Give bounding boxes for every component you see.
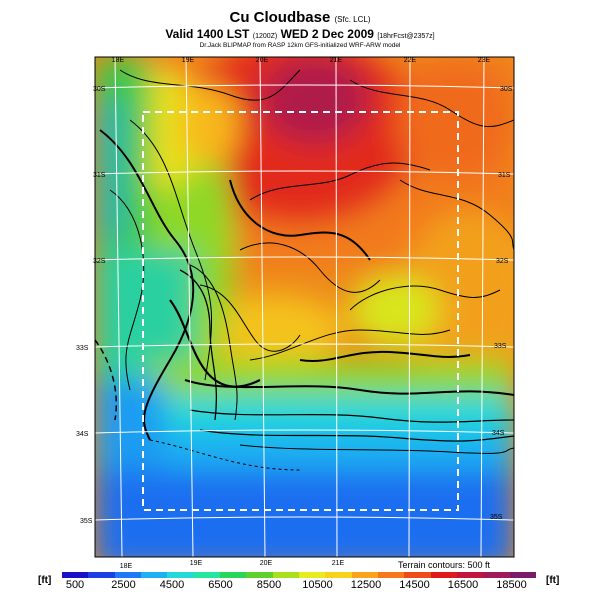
lon-label-top: 22E [404, 57, 417, 64]
colorbar-swatch [272, 572, 299, 578]
colorbar-ticks: 500 2500 4500 6500 8500 10500 12500 14500 16500 1… [0, 579, 600, 593]
lat-label-right: 31S [498, 172, 511, 179]
title-text: Cu Cloudbase [229, 9, 331, 26]
lon-label-top: 20E [256, 57, 269, 64]
colorbar-tick-label: 14500 [399, 579, 430, 591]
colorbar-unit-left: [ft] [38, 575, 52, 586]
colorbar-tick-label: 500 [65, 579, 85, 591]
colorbar-swatch [325, 572, 352, 578]
colorbar-swatch [62, 572, 89, 578]
valid-time-line: Valid 1400 LST (1200Z) WED 2 Dec 2009 [1… [0, 27, 600, 41]
lat-label-right: 34S [492, 430, 505, 437]
lat-label-right: 32S [496, 258, 509, 265]
map-frame [94, 56, 515, 558]
colorbar-swatch [351, 572, 378, 578]
colorbar-swatch [377, 572, 405, 578]
lon-label-top: 21E [330, 57, 343, 64]
lat-label-right: 33S [494, 343, 507, 350]
terrain-contour-note: Terrain contours: 500 ft [398, 560, 491, 570]
color-field [95, 57, 514, 557]
lat-label-left: 32S [93, 258, 106, 265]
title-note: (Sfc. LCL) [334, 15, 371, 24]
inner-domain-box [142, 111, 459, 511]
colorbar-tick-label: 2500 [111, 579, 136, 591]
colorbar-swatch [298, 572, 326, 578]
lat-label-left: 30S [93, 86, 106, 93]
colorbar-tick-label: 10500 [302, 579, 333, 591]
colorbar-swatch [167, 572, 194, 578]
lat-label-left: 34S [76, 431, 89, 438]
colorbar-tick-label: 18500 [496, 579, 527, 591]
colorbar [62, 572, 536, 578]
colorbar-unit-right: [ft] [546, 575, 560, 586]
lat-label-left: 33S [76, 345, 89, 352]
colorbar-swatch [404, 572, 431, 578]
lon-label-top: 23E [478, 57, 491, 64]
colorbar-swatch [509, 572, 536, 578]
credit-line: Dr.Jack BLIPMAP from RASP 12km GFS-initi… [199, 42, 401, 49]
valid-code: (1200Z) [252, 33, 278, 40]
colorbar-swatch [456, 572, 484, 578]
colorbar-swatch [140, 572, 168, 578]
lon-label-bottom: 20E [260, 560, 273, 567]
lon-label-bottom: 18E [120, 563, 133, 570]
colorbar-swatch [114, 572, 141, 578]
date-text: WED 2 Dec 2009 [280, 27, 374, 41]
lat-label-right: 30S [500, 86, 513, 93]
lat-label-right: 35S [490, 514, 503, 521]
valid-text: Valid 1400 LST [165, 27, 250, 41]
lat-label-left: 31S [93, 172, 106, 179]
lon-label-bottom: 21E [332, 560, 345, 567]
colorbar-swatch [193, 572, 220, 578]
colorbar-tick-label: 8500 [256, 579, 282, 591]
lat-lon-grid [94, 56, 515, 558]
lon-label-top: 19E [182, 57, 195, 64]
colorbar-tick-label: 16500 [447, 579, 479, 591]
colorbar-swatch [246, 572, 273, 578]
grid-labels: 18E 19E 20E 21E 22E 23E 18E 19E 20E 21E … [76, 57, 513, 570]
colorbar-swatch [219, 572, 247, 578]
colorbar-tick-label: 4500 [159, 579, 185, 591]
forecast-text: [18hrFcst@2357z] [377, 33, 435, 40]
colorbar-swatch [483, 572, 510, 578]
map-title: Cu Cloudbase (Sfc. LCL) [0, 9, 600, 26]
lat-label-left: 35S [80, 518, 93, 525]
colorbar-swatch [88, 572, 115, 578]
colorbar-tick-label: 12500 [350, 579, 382, 591]
colorbar-swatch [430, 572, 457, 578]
lon-label-bottom: 19E [190, 560, 203, 567]
lon-label-top: 18E [112, 57, 125, 64]
terrain-contours [95, 69, 514, 471]
colorbar-tick-label: 6500 [208, 579, 233, 591]
